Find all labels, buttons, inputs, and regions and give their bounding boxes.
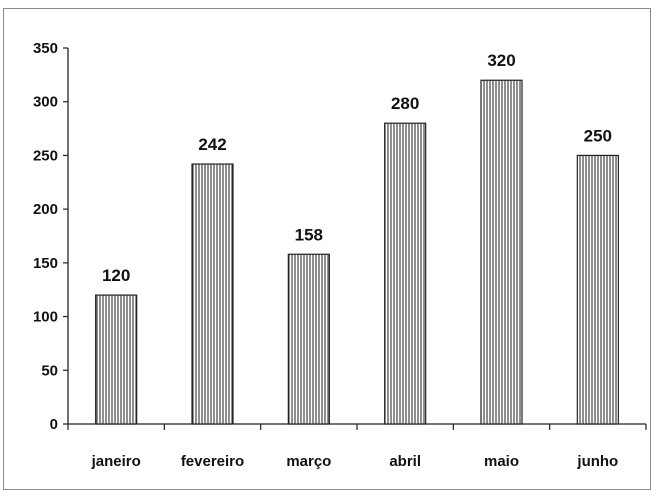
data-label-junho: 250 <box>584 126 612 145</box>
y-tick-label: 100 <box>33 309 58 326</box>
bar-abril <box>384 122 427 425</box>
labels: 120 janeiro 242 fevereiro 158 março 280 abril 32… <box>91 51 619 470</box>
data-label-fevereiro: 242 <box>198 135 226 154</box>
data-label-abril: 280 <box>391 94 419 113</box>
bar-março <box>287 253 330 425</box>
x-tick-label-março: março <box>286 453 331 470</box>
data-label-maio: 320 <box>487 51 515 70</box>
bar-maio <box>480 79 523 425</box>
bar-janeiro <box>95 294 138 425</box>
y-tick-label: 0 <box>50 416 58 433</box>
y-tick-label: 150 <box>33 255 58 272</box>
y-tick-label: 250 <box>33 147 58 164</box>
bar-junho <box>576 154 619 425</box>
x-tick-label-maio: maio <box>484 453 519 470</box>
y-tick-label: 200 <box>33 201 58 218</box>
x-tick-label-junho: junho <box>576 453 618 470</box>
x-tick-label-abril: abril <box>389 453 421 470</box>
data-label-janeiro: 120 <box>102 266 130 285</box>
axes: 0 50 100 150 200 250 300 350 <box>33 40 647 433</box>
data-label-março: 158 <box>295 225 323 244</box>
y-tick-label: 50 <box>41 362 58 379</box>
x-tick-label-janeiro: janeiro <box>91 453 141 470</box>
y-tick-label: 350 <box>33 40 58 57</box>
bars <box>95 79 619 425</box>
y-tick-label: 300 <box>33 94 58 111</box>
bar-fevereiro <box>191 163 234 425</box>
x-tick-label-fevereiro: fevereiro <box>181 453 244 470</box>
